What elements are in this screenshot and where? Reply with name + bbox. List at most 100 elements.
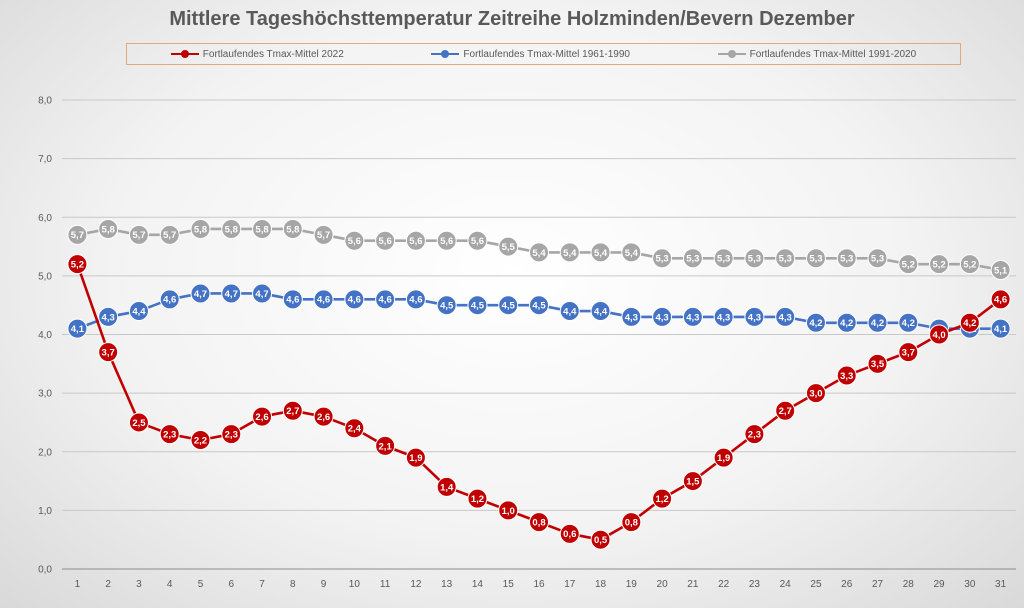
data-label: 5,3 (871, 254, 884, 265)
legend-item-1991-2020: Fortlaufendes Tmax-Mittel 1991-2020 (717, 49, 916, 60)
data-point (405, 230, 426, 251)
data-label: 4,5 (532, 301, 546, 312)
data-label: 4,0 (932, 330, 945, 341)
data-label: 4,7 (194, 289, 207, 300)
data-label: 4,3 (779, 312, 792, 323)
data-label: 4,7 (255, 289, 268, 300)
data-label: 4,4 (594, 306, 608, 317)
data-label: 5,6 (440, 236, 453, 247)
data-label: 5,8 (194, 224, 207, 235)
x-tick-label: 25 (810, 579, 822, 590)
data-label: 5,3 (809, 254, 822, 265)
data-label: 4,3 (748, 312, 761, 323)
data-point (252, 406, 273, 427)
data-label: 1,5 (686, 476, 700, 487)
y-tick-label: 7,0 (38, 154, 52, 165)
data-point (744, 306, 765, 327)
x-tick-label: 7 (259, 579, 265, 590)
data-point (98, 306, 119, 327)
data-point (529, 242, 549, 263)
legend-label-2022: Fortlaufendes Tmax-Mittel 2022 (202, 48, 344, 60)
data-label: 1,9 (717, 453, 730, 464)
data-point (836, 312, 857, 333)
data-label: 3,3 (840, 371, 853, 382)
data-point (744, 248, 765, 269)
data-label: 2,6 (317, 412, 330, 423)
data-point (652, 488, 673, 509)
y-tick-label: 4,0 (38, 330, 52, 341)
data-label: 5,2 (902, 260, 915, 271)
data-label: 0,8 (532, 518, 545, 529)
data-point (867, 248, 888, 269)
data-point (252, 283, 273, 304)
data-point (713, 306, 734, 327)
data-label: 2,7 (779, 406, 792, 417)
legend-marker-1991-2020 (717, 49, 746, 59)
data-point (682, 471, 703, 492)
data-point (128, 412, 149, 433)
data-point (67, 254, 88, 275)
data-point (898, 342, 919, 363)
data-label: 4,5 (440, 301, 454, 312)
data-label: 4,6 (348, 295, 361, 306)
data-label: 5,3 (748, 254, 761, 265)
data-point (436, 295, 457, 316)
x-tick-label: 24 (780, 579, 792, 590)
data-label: 5,6 (471, 236, 484, 247)
data-label: 4,7 (225, 289, 238, 300)
data-point (344, 289, 365, 310)
x-tick-label: 12 (410, 579, 422, 590)
data-label: 2,2 (194, 435, 207, 446)
data-label: 4,3 (717, 312, 730, 323)
data-point (990, 318, 1011, 339)
data-point (159, 424, 180, 445)
data-point (498, 236, 519, 257)
data-point (713, 248, 734, 269)
data-label: 2,3 (748, 430, 761, 441)
data-label: 5,4 (625, 248, 639, 259)
data-label: 4,5 (502, 301, 516, 312)
data-label: 4,6 (409, 295, 422, 306)
data-label: 5,4 (563, 248, 577, 259)
data-point (805, 383, 826, 404)
data-point (128, 224, 149, 245)
data-label: 4,6 (994, 295, 1007, 306)
data-label: 4,3 (102, 312, 115, 323)
data-point (652, 306, 673, 327)
data-label: 3,5 (871, 359, 885, 370)
data-point (836, 248, 857, 269)
data-label: 5,8 (286, 224, 299, 235)
x-tick-label: 3 (136, 579, 142, 590)
x-tick-label: 8 (290, 579, 296, 590)
legend-marker-1961-1990 (431, 49, 460, 59)
legend-item-1961-1990: Fortlaufendes Tmax-Mittel 1961-1990 (431, 49, 630, 60)
data-label: 2,4 (348, 424, 362, 435)
data-point (929, 254, 950, 275)
x-tick-label: 6 (228, 579, 234, 590)
data-point (221, 424, 242, 445)
data-label: 4,6 (317, 295, 330, 306)
data-point (682, 248, 703, 269)
data-point (590, 301, 611, 322)
x-tick-label: 9 (321, 579, 327, 590)
data-label: 5,7 (71, 230, 84, 241)
data-label: 4,3 (625, 312, 638, 323)
data-point (67, 224, 88, 245)
data-point (621, 512, 642, 533)
x-tick-label: 28 (903, 579, 915, 590)
data-point (682, 306, 703, 327)
data-label: 4,2 (840, 318, 853, 329)
data-label: 2,3 (163, 430, 176, 441)
y-tick-label: 1,0 (38, 506, 52, 517)
data-point (959, 312, 980, 333)
chart-title: Mittlere Tageshöchsttemperatur Zeitreihe… (169, 8, 855, 30)
x-tick-label: 17 (564, 579, 576, 590)
x-tick-label: 20 (657, 579, 669, 590)
data-label: 4,2 (809, 318, 822, 329)
data-label: 2,3 (225, 430, 238, 441)
data-point (159, 289, 180, 310)
data-label: 4,6 (379, 295, 392, 306)
data-label: 4,6 (163, 295, 176, 306)
data-point (775, 400, 796, 421)
